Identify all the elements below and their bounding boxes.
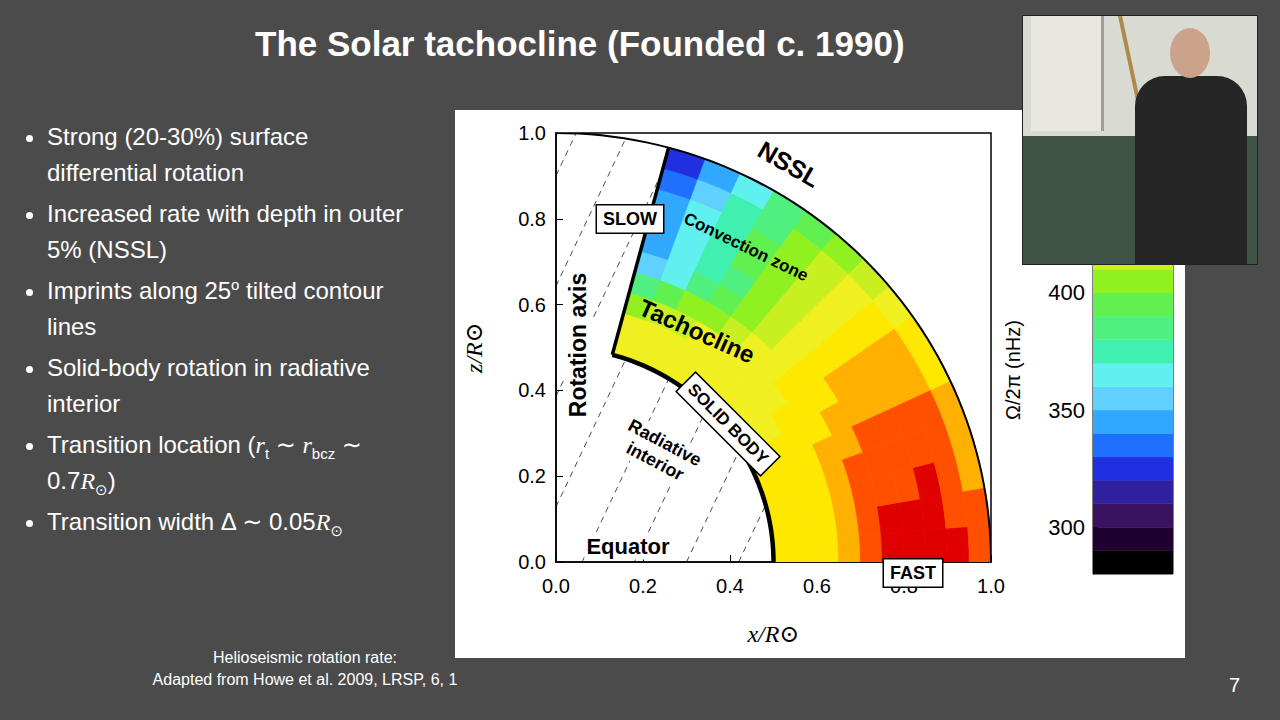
svg-text:interior: interior	[623, 438, 687, 485]
html-text:Increased rate with depth in o: Increased rate with depth in outer 5% (N…	[47, 200, 404, 263]
svg-text:0.6: 0.6	[518, 294, 546, 316]
svg-text:300: 300	[1048, 515, 1085, 540]
html-text:The Solar tachocline (Founded: The Solar tachocline (Founded c. 1990)	[255, 24, 905, 63]
svg-text:0.4: 0.4	[716, 575, 744, 597]
svg-text:0.4: 0.4	[518, 379, 546, 401]
html-text:Strong (20-30%) surface differ: Strong (20-30%) surface differential rot…	[47, 123, 309, 186]
svg-text:0.2: 0.2	[518, 465, 546, 487]
svg-text:SOLID BODY: SOLID BODY	[683, 379, 773, 469]
svg-text:Convection zone: Convection zone	[681, 209, 812, 286]
svg-text:FAST: FAST	[890, 563, 936, 583]
svg-text:Equator: Equator	[586, 534, 670, 559]
svg-text:1.0: 1.0	[518, 122, 546, 144]
svg-text:350: 350	[1048, 398, 1085, 423]
html-text:Helioseismic rotation rate:: Helioseismic rotation rate:	[213, 649, 397, 666]
svg-text:0.8: 0.8	[518, 208, 546, 230]
svg-text:NSSL: NSSL	[753, 135, 825, 193]
svg-text:Rotation axis: Rotation axis	[565, 273, 591, 417]
svg-text:1.0: 1.0	[977, 575, 1005, 597]
svg-text:0.2: 0.2	[629, 575, 657, 597]
html-text:Adapted from Howe et al. 2009,: Adapted from Howe et al. 2009, LRSP, 6, …	[152, 671, 458, 688]
svg-text:Radiative: Radiative	[624, 415, 705, 471]
svg-text:x/R⊙: x/R⊙	[746, 621, 799, 647]
html-text:Transition width Δ ∼ 0.05 R⊙: Transition width Δ ∼ 0.05 R⊙	[47, 508, 343, 539]
html-text:Imprints along 25otilted conto: Imprints along 25otilted contour lines	[47, 276, 384, 340]
html-text:Solid-body rotation in radiati: Solid-body rotation in radiative interio…	[47, 354, 370, 417]
svg-text:0.6: 0.6	[803, 575, 831, 597]
svg-text:0.0: 0.0	[542, 575, 570, 597]
svg-text:400: 400	[1048, 280, 1085, 305]
svg-text:Tachocline: Tachocline	[635, 294, 759, 369]
html-text:7: 7	[1228, 674, 1240, 696]
svg-text:z/R⊙: z/R⊙	[461, 322, 487, 374]
svg-text:0.0: 0.0	[518, 551, 546, 573]
svg-text:SLOW: SLOW	[603, 209, 657, 229]
svg-text:Ω/2π (nHz): Ω/2π (nHz)	[1002, 320, 1024, 420]
html-text:Transition location (rt∼ rbcz∼: Transition location (rt∼ rbcz∼ 0.7 R⊙)	[47, 431, 362, 498]
